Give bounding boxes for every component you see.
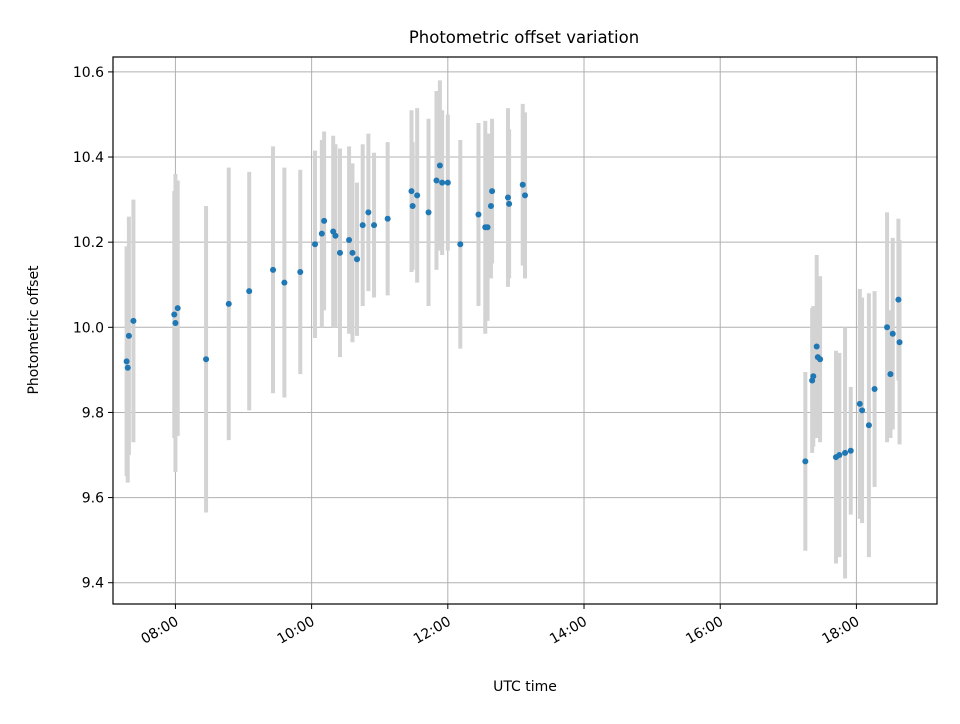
data-point [889,330,896,337]
data-point [354,256,361,263]
data-point [802,458,809,465]
data-point [871,386,878,393]
data-point [436,162,443,169]
y-tick-label: 9.8 [82,405,104,421]
y-tick-label: 10.4 [73,150,104,166]
data-point [332,232,339,239]
data-point [172,320,179,327]
x-axis-label: UTC time [493,679,557,695]
data-point [896,339,903,346]
data-point [408,188,415,195]
y-tick-label: 9.6 [82,491,104,507]
data-point [813,343,820,350]
data-point [504,194,511,201]
data-point [484,224,491,231]
data-point [409,202,416,209]
data-point [312,241,319,248]
data-point [365,209,372,216]
data-point [359,222,366,229]
data-point [895,296,902,303]
data-point [859,407,866,414]
data-point [506,200,513,207]
data-point [487,202,494,209]
y-tick-label: 10.6 [73,65,104,81]
data-point [810,373,817,380]
data-point [174,305,181,312]
data-point [856,400,863,407]
data-point [522,192,528,199]
data-point [519,181,526,188]
plot-frame [112,56,938,605]
data-point [321,217,328,224]
data-point [270,266,277,273]
data-point [414,192,421,199]
data-points [123,162,903,465]
data-point [203,356,210,363]
y-tick-label: 10.2 [73,235,104,251]
data-point [433,177,440,184]
data-point [125,332,132,339]
data-point [346,237,353,244]
data-point [884,324,891,331]
data-point [425,209,432,216]
data-point [130,317,137,324]
data-point [281,279,288,286]
data-point [475,211,482,218]
data-point [318,230,325,237]
y-tick-label: 10.0 [73,320,104,336]
data-point [124,364,131,371]
data-point [817,356,824,363]
data-point [336,249,343,256]
data-point [439,179,446,186]
data-point [246,288,253,295]
data-point [842,449,849,456]
data-point [171,311,178,318]
data-point [457,241,464,248]
data-point [836,452,843,459]
y-axis-label: Photometric offset [26,265,42,395]
data-point [865,422,872,429]
data-point [384,215,391,222]
data-point [123,358,130,365]
chart-title: Photometric offset variation [409,28,639,47]
y-axis: 9.4 9.6 9.8 10.0 10.2 10.4 10.6 [73,65,113,592]
data-point [887,371,894,378]
data-point [444,179,451,186]
data-point [297,268,304,275]
data-point [349,249,356,256]
data-point [489,188,496,195]
data-point [371,222,378,229]
data-point [847,447,854,454]
y-tick-label: 9.4 [82,576,104,592]
data-point [225,300,232,307]
